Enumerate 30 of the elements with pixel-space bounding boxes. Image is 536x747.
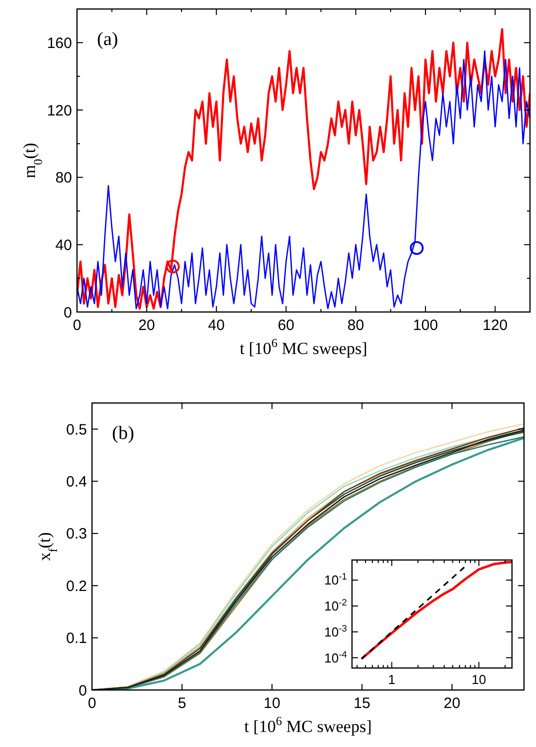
x-tick-label: 40 [208,317,225,334]
y-tick-label: 10$^{-4}$ [324,649,347,666]
annotation: (a) [97,29,118,50]
x-tick-label: 120 [482,317,508,334]
x-tick-label: 10 [264,695,280,712]
y-tick-label: 160 [46,34,72,52]
x-tick-label: 100 [412,317,438,334]
y-tick-label: 10$^{-1}$ [324,572,347,588]
x-tick-label: 20 [444,695,460,712]
y-tick-label: 0.1 [66,630,87,648]
annotation: (b) [112,423,134,444]
y-tick-label: 10$^{-2}$ [324,598,347,614]
x-tick-label: 10 [472,672,486,687]
x-tick-label: 80 [347,317,364,334]
y-tick-label: 120 [46,102,72,120]
x-tick-label: 60 [278,317,294,334]
y-tick-label: 0.2 [66,578,87,595]
y-tick-label: 80 [55,170,72,187]
y-tick-label: 40 [55,236,72,254]
y-tick-label: 0.5 [66,421,87,438]
x-tick-label: 15 [354,695,370,712]
y-tick-label: 0.3 [66,526,87,543]
x-tick-label: 1 [388,672,396,687]
x-axis-title: t [10$^{6}$ MC sweeps] [244,714,372,736]
x-tick-label: 20 [138,317,156,334]
y-tick-label: 10$^{-3}$ [324,623,347,640]
x-tick-label: 5 [178,695,186,712]
y-tick-label: 0.4 [66,474,87,491]
x-axis-title: t [10$^{6}$ MC sweeps] [240,336,368,358]
y-tick-label: 0 [64,304,72,322]
